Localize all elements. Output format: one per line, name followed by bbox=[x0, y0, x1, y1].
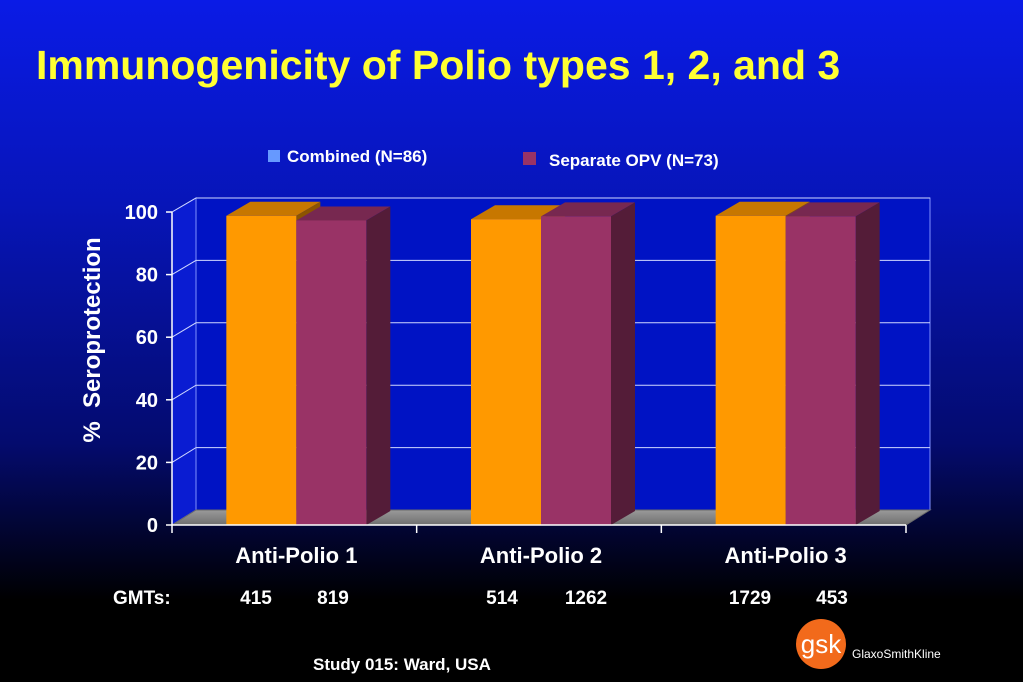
y-tick-label: 20 bbox=[136, 452, 158, 474]
bar-anti-polio-1-series-2 bbox=[296, 206, 391, 526]
y-tick-label: 80 bbox=[136, 265, 158, 287]
x-tick-label: Anti-Polio 3 bbox=[725, 543, 847, 568]
y-tick-label: 60 bbox=[136, 327, 158, 349]
study-footnote: Study 015: Ward, USA bbox=[313, 655, 491, 674]
x-tick-label: Anti-Polio 1 bbox=[235, 543, 357, 568]
gridline bbox=[171, 384, 930, 401]
gmt-value: 1729 bbox=[728, 588, 772, 609]
gmt-value: 415 bbox=[240, 588, 272, 609]
gmt-value: 819 bbox=[317, 588, 349, 609]
gridline bbox=[171, 197, 930, 213]
legend-swatch-combined bbox=[268, 150, 280, 162]
gmt-value: 1262 bbox=[564, 588, 608, 609]
gridline bbox=[171, 259, 930, 276]
gmt-label: GMTs: bbox=[113, 588, 171, 609]
chart-side-wall bbox=[171, 197, 197, 526]
bar-anti-polio-3-series-2 bbox=[785, 202, 880, 525]
gridline bbox=[171, 322, 930, 338]
legend-label-combined: Combined (N=86) bbox=[287, 147, 427, 166]
legend-swatch-separate-opv bbox=[523, 152, 536, 165]
gmt-value: 453 bbox=[816, 588, 848, 609]
bar-anti-polio-2-series-2 bbox=[541, 202, 635, 525]
y-axis-title: % Seroprotection bbox=[79, 237, 106, 442]
legend-label-separate-opv: Separate OPV (N=73) bbox=[549, 151, 719, 170]
company-name: GlaxoSmithKline bbox=[852, 647, 941, 661]
x-tick-label: Anti-Polio 2 bbox=[480, 543, 602, 568]
gridline bbox=[171, 447, 930, 463]
y-tick-label: 100 bbox=[125, 202, 158, 224]
y-tick-label: 0 bbox=[147, 515, 158, 537]
gsk-logo: gsk bbox=[796, 619, 846, 669]
page-title: Immunogenicity of Polio types 1, 2, and … bbox=[36, 42, 841, 88]
y-tick-label: 40 bbox=[136, 390, 158, 412]
gsk-logo-mark: gsk bbox=[801, 629, 842, 659]
bar-chart: 0 20 40 60 80 100 Anti-Polio 1 Anti-Polio 2 Anti… bbox=[79, 147, 932, 568]
gmt-value: 514 bbox=[486, 588, 518, 609]
